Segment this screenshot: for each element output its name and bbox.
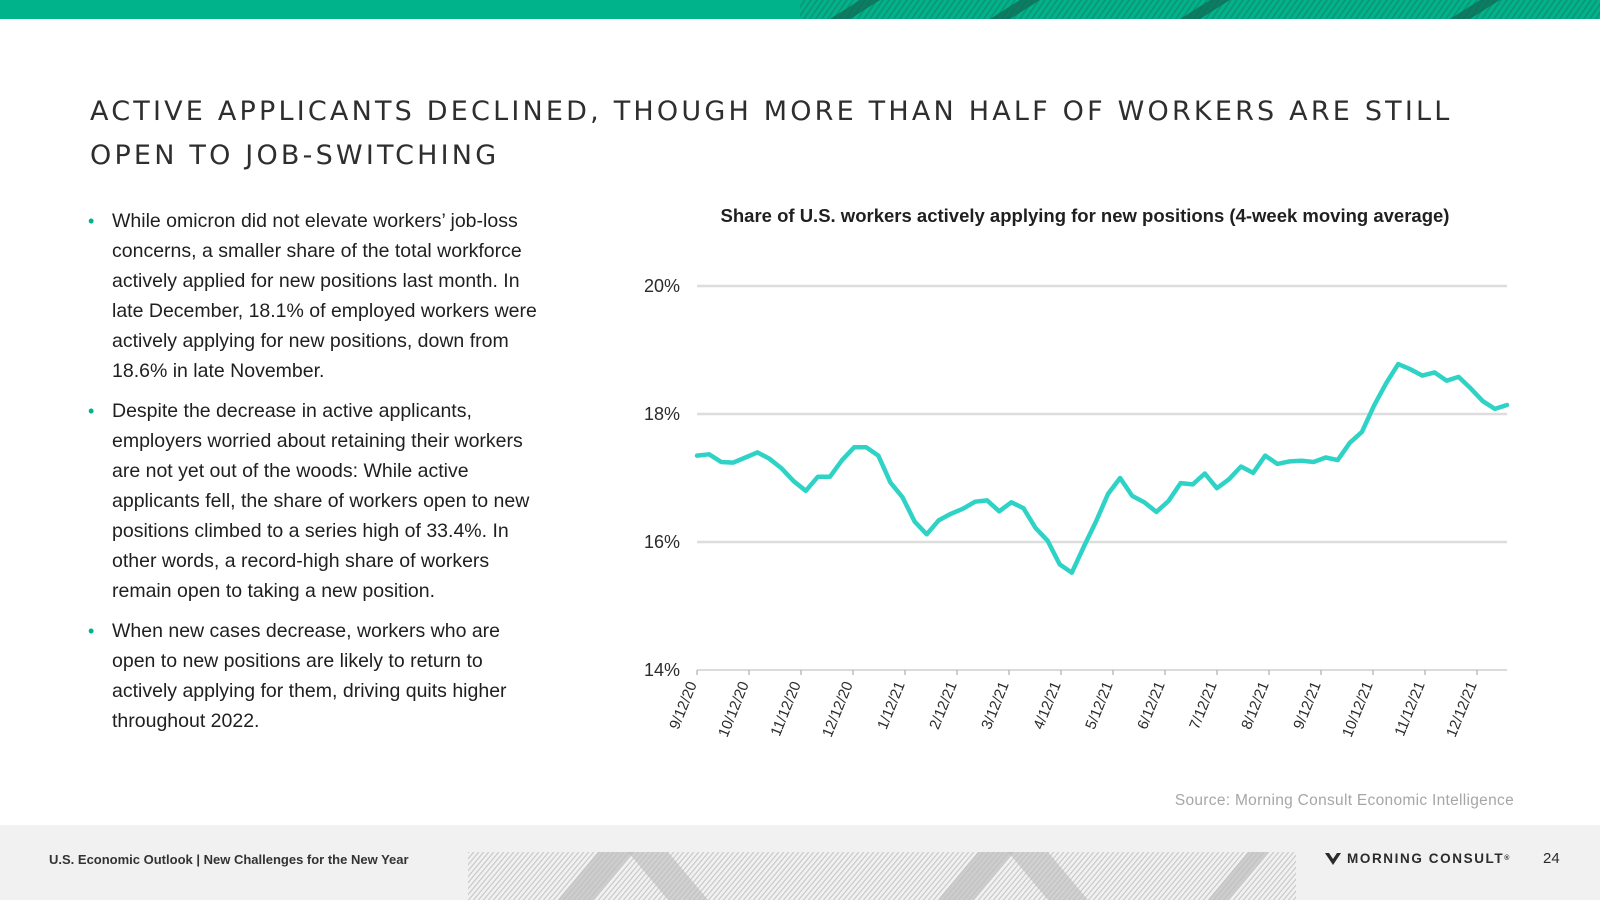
x-tick-label: 11/12/20 bbox=[767, 679, 804, 738]
y-tick-label: 20% bbox=[644, 276, 680, 296]
x-tick-label: 7/12/21 bbox=[1186, 679, 1221, 732]
source-note: Source: Morning Consult Economic Intelli… bbox=[1174, 792, 1514, 809]
top-bar-stripes bbox=[800, 0, 1600, 19]
bullet-item: • While omicron did not elevate workers’… bbox=[88, 206, 548, 386]
slide-title-line-1: ACTIVE APPLICANTS DECLINED, THOUGH MORE … bbox=[90, 96, 1453, 127]
morning-consult-logo-icon bbox=[1325, 852, 1341, 865]
bullet-item: • When new cases decrease, workers who a… bbox=[88, 616, 548, 736]
y-tick-label: 16% bbox=[644, 532, 680, 552]
x-tick-label: 2/12/21 bbox=[926, 679, 961, 732]
x-tick-label: 4/12/21 bbox=[1030, 679, 1065, 732]
x-tick-label: 9/12/20 bbox=[666, 679, 701, 732]
bullet-dot-icon: • bbox=[88, 211, 95, 231]
page-number: 24 bbox=[1543, 850, 1560, 867]
chart-title: Share of U.S. workers actively applying … bbox=[720, 205, 1450, 226]
brand-logo: MORNING CONSULT ® bbox=[1325, 851, 1511, 866]
top-accent-bar bbox=[0, 0, 1600, 19]
slide-title-line-2: OPEN TO JOB-SWITCHING bbox=[90, 140, 500, 171]
footer: U.S. Economic Outlook | New Challenges f… bbox=[0, 825, 1600, 900]
x-tick-label: 9/12/21 bbox=[1290, 679, 1325, 732]
x-tick-label: 10/12/21 bbox=[1339, 679, 1377, 740]
x-tick-label: 12/12/21 bbox=[1443, 679, 1481, 740]
bullet-text: When new cases decrease, workers who are… bbox=[112, 620, 507, 732]
bullet-dot-icon: • bbox=[88, 621, 95, 641]
footer-decoration bbox=[468, 852, 1296, 900]
series-line bbox=[694, 361, 1510, 575]
x-tick-label: 8/12/21 bbox=[1238, 679, 1273, 732]
x-tick-label: 6/12/21 bbox=[1134, 679, 1169, 732]
bullet-text: Despite the decrease in active applicant… bbox=[112, 400, 530, 602]
line-chart: 14% 16% 18% 20% 9/12/20 10/12/20 11/12/20 12/12… bbox=[644, 276, 1510, 740]
bullet-text: While omicron did not elevate workers’ j… bbox=[112, 210, 537, 382]
bullet-dot-icon: • bbox=[88, 401, 95, 421]
brand-registered-mark: ® bbox=[1504, 855, 1512, 862]
x-tick-label: 11/12/21 bbox=[1391, 679, 1428, 738]
footer-title: U.S. Economic Outlook | New Challenges f… bbox=[49, 852, 409, 867]
brand-name: MORNING CONSULT bbox=[1347, 851, 1505, 866]
x-tick-label: 3/12/21 bbox=[978, 679, 1013, 732]
x-tick-label: 5/12/21 bbox=[1082, 679, 1117, 732]
bullet-item: • Despite the decrease in active applica… bbox=[88, 396, 548, 606]
bullet-list: • While omicron did not elevate workers’… bbox=[88, 206, 548, 746]
slide-title: ACTIVE APPLICANTS DECLINED, THOUGH MORE … bbox=[90, 90, 1530, 178]
y-tick-label: 14% bbox=[644, 660, 680, 680]
x-tick-label: 1/12/21 bbox=[874, 679, 909, 732]
x-tick-label: 12/12/20 bbox=[819, 679, 857, 740]
x-tick-label: 10/12/20 bbox=[715, 679, 753, 740]
y-tick-label: 18% bbox=[644, 404, 680, 424]
